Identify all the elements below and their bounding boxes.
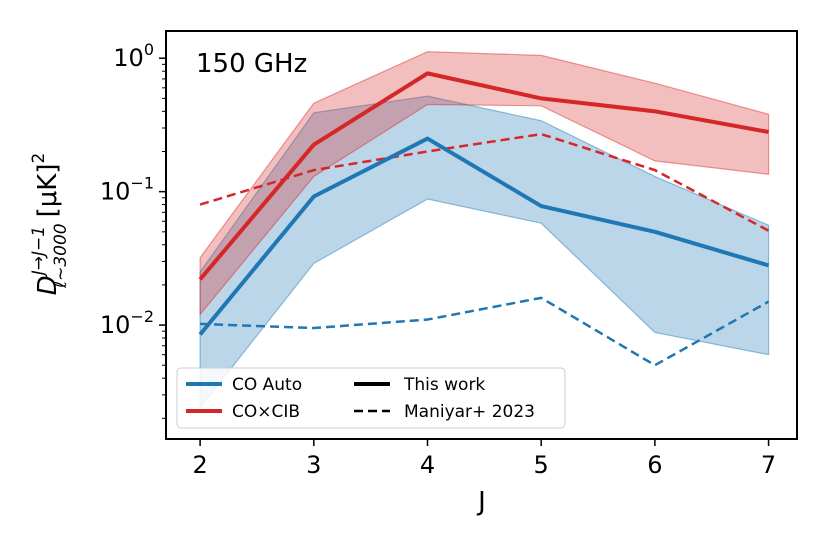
x-tick-label: 3 [306, 451, 321, 479]
y-label-units: [μK] [33, 164, 63, 218]
frequency-annotation: 150 GHz [196, 49, 307, 79]
band-co-auto [199, 95, 770, 410]
x-tick-label: 4 [420, 451, 435, 479]
line-co-auto-this-work [198, 136, 770, 336]
legend-label-co-cib: CO×CIB [232, 402, 300, 422]
x-tick-label: 2 [192, 451, 207, 479]
line-co-cib-maniyar-2023 [199, 132, 770, 232]
y-label-units-power: 2 [29, 153, 49, 164]
x-tick-label: 5 [534, 451, 549, 479]
y-tick-label: 10−1 [100, 174, 154, 206]
y-tick-label: 10−2 [100, 307, 154, 339]
legend-label-this-work: This work [403, 375, 485, 395]
y-axis-label: DJ→J−1 ℓ∼3000 [μK]2 [29, 153, 71, 296]
line-co-auto-maniyar-2023 [200, 296, 770, 367]
y-tick-label: 100 [113, 40, 154, 72]
x-tick-label: 7 [761, 451, 776, 479]
x-axis-label: J [476, 487, 486, 517]
legend: CO Auto This work CO×CIB Maniyar+ 2023 [176, 367, 566, 429]
y-label-base: D [33, 275, 63, 295]
y-label-subscript: ℓ∼3000 [51, 223, 71, 289]
band-co-cib [199, 51, 770, 317]
y-label-superscript: J→J−1 [29, 226, 49, 278]
plot-frame [165, 30, 798, 440]
svg-text:DJ→J−1ℓ∼3000[μK]2: DJ→J−1 ℓ∼3000 [μK]2 [29, 153, 71, 296]
legend-frame [176, 367, 566, 429]
legend-label-maniyar: Maniyar+ 2023 [404, 402, 535, 422]
series-lines [198, 71, 770, 367]
axis-ticks: 2 3 4 5 6 7 100 10−1 10−2 [100, 40, 776, 479]
uncertainty-bands [199, 51, 770, 410]
legend-label-co-auto: CO Auto [232, 375, 302, 395]
x-tick-label: 6 [647, 451, 662, 479]
line-co-cib-this-work [198, 71, 769, 281]
